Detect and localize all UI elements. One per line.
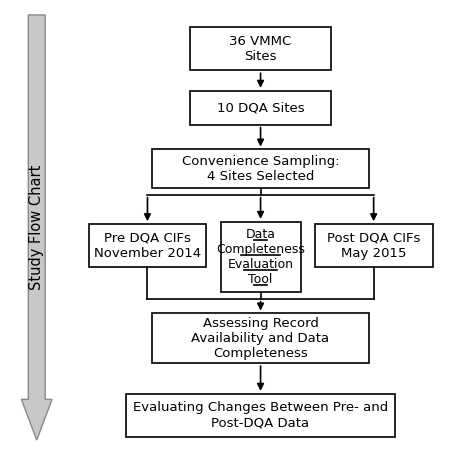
Text: Post DQA CIFs
May 2015: Post DQA CIFs May 2015 [327,232,420,260]
FancyBboxPatch shape [190,27,331,71]
Text: Evaluating Changes Between Pre- and
Post-DQA Data: Evaluating Changes Between Pre- and Post… [133,401,388,429]
FancyBboxPatch shape [152,150,369,188]
Text: Evaluation: Evaluation [228,258,293,271]
FancyBboxPatch shape [126,394,395,437]
Text: Tool: Tool [248,273,273,286]
FancyBboxPatch shape [190,91,331,125]
Text: Convenience Sampling:
4 Sites Selected: Convenience Sampling: 4 Sites Selected [182,155,339,183]
Text: Assessing Record
Availability and Data
Completeness: Assessing Record Availability and Data C… [191,317,329,360]
FancyBboxPatch shape [220,222,301,292]
Text: Data: Data [246,228,275,241]
Text: 10 DQA Sites: 10 DQA Sites [217,101,304,114]
FancyBboxPatch shape [89,224,206,267]
FancyBboxPatch shape [152,313,369,363]
Text: Study Flow Chart: Study Flow Chart [29,165,44,290]
Text: 36 VMMC
Sites: 36 VMMC Sites [229,35,292,63]
FancyBboxPatch shape [315,224,433,267]
Text: Pre DQA CIFs
November 2014: Pre DQA CIFs November 2014 [94,232,201,260]
Polygon shape [21,15,52,440]
Text: Completeness: Completeness [216,243,305,256]
